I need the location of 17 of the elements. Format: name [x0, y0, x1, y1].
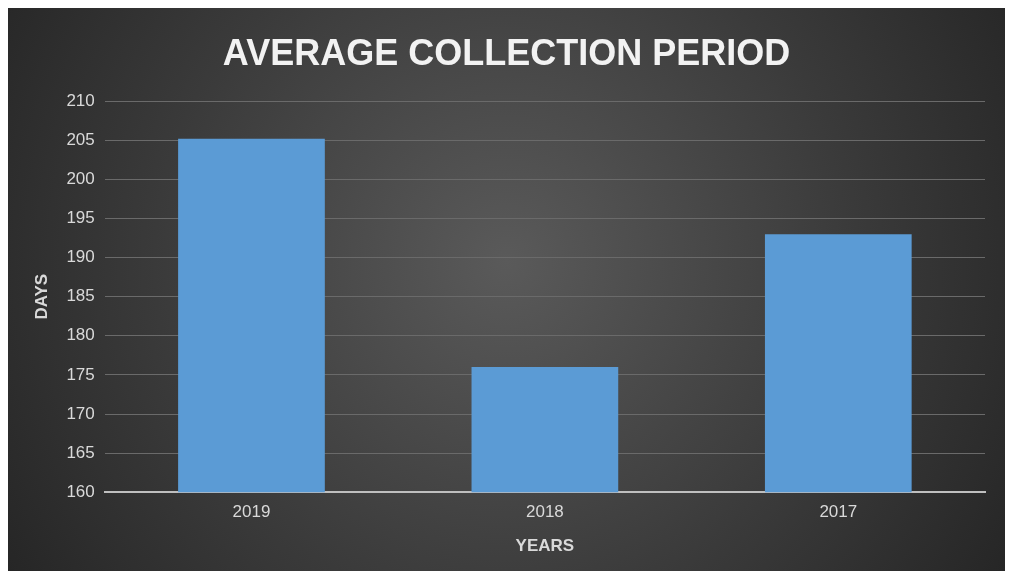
y-tick-label: 160 [66, 481, 95, 501]
y-tick-label: 180 [66, 325, 95, 345]
y-tick-label: 195 [66, 208, 95, 228]
x-tick-label: 2017 [819, 502, 858, 522]
x-axis-title: YEARS [515, 536, 575, 556]
y-tick-label: 190 [66, 247, 95, 267]
x-tick-label: 2018 [525, 502, 564, 522]
y-tick-label: 200 [66, 169, 95, 189]
y-tick-label: 165 [66, 442, 95, 462]
y-tick-label: 170 [66, 403, 95, 423]
y-tick-label: 175 [66, 364, 95, 384]
x-tick-label: 2019 [232, 502, 271, 522]
y-axis-title: DAYS [31, 273, 51, 320]
chart-title: AVERAGE COLLECTION PERIOD [222, 31, 791, 73]
y-tick-label: 205 [66, 129, 95, 149]
y-tick-label: 185 [66, 286, 95, 306]
y-tick-label: 210 [66, 90, 95, 110]
